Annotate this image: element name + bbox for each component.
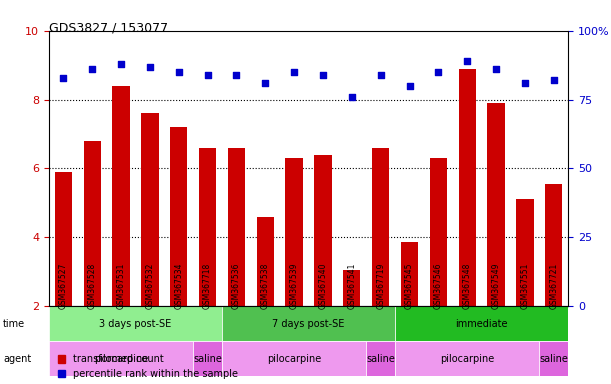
Point [434,69,444,75]
FancyBboxPatch shape [395,306,568,341]
FancyBboxPatch shape [540,341,568,376]
Text: immediate: immediate [455,319,508,329]
Text: 7 days post-SE: 7 days post-SE [273,319,345,329]
Bar [54,172,72,306]
Text: GSM367548: GSM367548 [463,262,472,309]
Text: GSM367551: GSM367551 [521,262,530,309]
Point [232,72,241,78]
Point [260,80,270,86]
Text: GSM367541: GSM367541 [347,262,356,309]
Text: agent: agent [3,354,31,364]
Point [404,83,414,89]
FancyBboxPatch shape [193,341,222,376]
Point [376,72,386,78]
Bar [199,148,216,306]
Point [145,63,155,70]
Text: saline: saline [193,354,222,364]
FancyBboxPatch shape [366,341,395,376]
Bar [372,148,389,306]
Text: GSM367545: GSM367545 [405,262,414,309]
Text: GSM367546: GSM367546 [434,262,443,309]
Text: GSM367538: GSM367538 [261,262,270,309]
Point [491,66,501,72]
Text: saline: saline [366,354,395,364]
Bar [488,103,505,306]
Point [87,66,97,72]
Bar [112,86,130,306]
Point [116,61,126,67]
Text: GSM367540: GSM367540 [318,262,327,309]
Text: 3 days post-SE: 3 days post-SE [100,319,172,329]
Point [289,69,299,75]
Text: GSM367549: GSM367549 [492,262,500,309]
Bar [516,199,533,306]
Bar [545,184,563,306]
Point [174,69,184,75]
Text: GSM367718: GSM367718 [203,262,212,309]
Bar [141,113,158,306]
Point [318,72,328,78]
Text: GSM367531: GSM367531 [117,262,125,309]
Text: GSM367532: GSM367532 [145,262,155,309]
Text: pilocarpine: pilocarpine [440,354,494,364]
Bar [170,127,188,306]
Point [549,77,558,83]
Legend: transformed count, percentile rank within the sample: transformed count, percentile rank withi… [54,350,242,383]
Text: GDS3827 / 153077: GDS3827 / 153077 [49,21,168,34]
Bar [343,270,360,306]
Bar [459,69,476,306]
Text: pilocarpine: pilocarpine [267,354,321,364]
FancyBboxPatch shape [222,341,366,376]
Bar [228,148,245,306]
Text: saline: saline [540,354,568,364]
Point [59,74,68,81]
FancyBboxPatch shape [49,341,193,376]
Bar [430,158,447,306]
Text: GSM367527: GSM367527 [59,262,68,309]
Text: GSM367528: GSM367528 [87,262,97,309]
Bar [257,217,274,306]
FancyBboxPatch shape [222,306,395,341]
Point [520,80,530,86]
FancyBboxPatch shape [395,341,540,376]
Text: GSM367719: GSM367719 [376,262,385,309]
Bar [401,242,418,306]
Text: GSM367539: GSM367539 [290,262,299,309]
Text: GSM367536: GSM367536 [232,262,241,309]
FancyBboxPatch shape [49,306,222,341]
Bar [285,158,303,306]
Point [347,94,357,100]
Text: pilocarpine: pilocarpine [94,354,148,364]
Point [203,72,213,78]
Bar [314,155,332,306]
Text: GSM367721: GSM367721 [549,262,558,309]
Text: GSM367534: GSM367534 [174,262,183,309]
Point [463,58,472,64]
Bar [84,141,101,306]
Text: time: time [3,319,25,329]
